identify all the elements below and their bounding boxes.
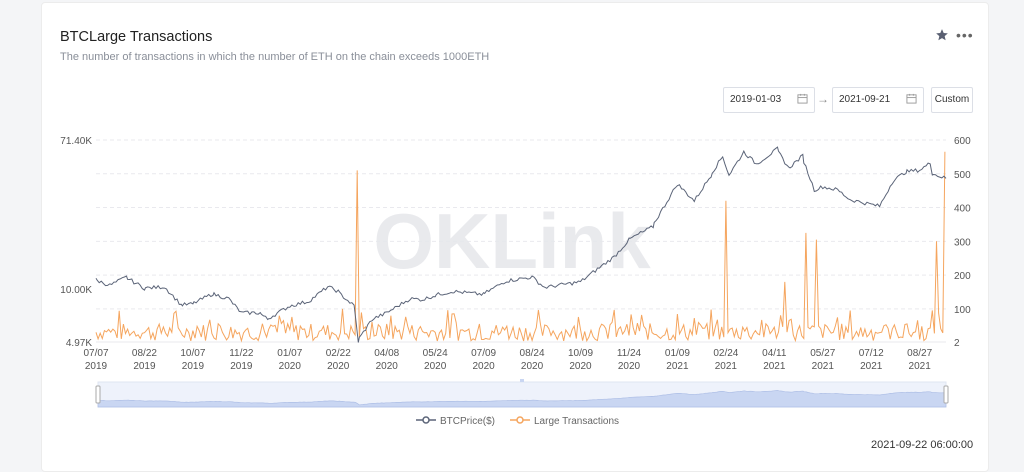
x-tick-label: 08/24 bbox=[520, 348, 545, 359]
legend: BTCPrice($) Large Transactions bbox=[416, 416, 619, 427]
legend-label: Large Transactions bbox=[534, 416, 619, 427]
x-tick-year: 2021 bbox=[666, 361, 689, 372]
custom-button[interactable]: Custom bbox=[931, 87, 973, 113]
right-tick-label: 300 bbox=[954, 237, 971, 248]
date-range-arrow: → bbox=[817, 92, 829, 106]
x-tick-year: 2021 bbox=[812, 361, 835, 372]
series-layer bbox=[95, 146, 947, 343]
right-tick-label: 600 bbox=[954, 136, 971, 147]
x-tick-year: 2020 bbox=[472, 361, 495, 372]
x-tick-year: 2019 bbox=[230, 361, 253, 372]
calendar-icon bbox=[797, 93, 808, 104]
x-axis: 07/07 2019 08/22 2019 10/07 2019 11/22 2019 01/0… bbox=[83, 348, 932, 372]
end-date-input[interactable]: 2021-09-21 bbox=[832, 87, 924, 113]
watermark: OKLink bbox=[373, 197, 651, 285]
x-tick-label: 10/07 bbox=[180, 348, 205, 359]
x-tick-year: 2019 bbox=[133, 361, 156, 372]
x-tick-label: 04/08 bbox=[374, 348, 399, 359]
x-tick-year: 2021 bbox=[715, 361, 738, 372]
more-icon[interactable]: ••• bbox=[956, 27, 974, 43]
x-tick-label: 05/27 bbox=[810, 348, 835, 359]
legend-item[interactable]: BTCPrice($) bbox=[416, 416, 495, 427]
x-tick-year: 2021 bbox=[860, 361, 883, 372]
update-timestamp: 2021-09-22 06:00:00 bbox=[871, 439, 974, 451]
x-tick-year: 2019 bbox=[182, 361, 205, 372]
navigator-series bbox=[97, 390, 947, 408]
navigator-handle-left[interactable] bbox=[95, 385, 101, 404]
right-tick-label: 2 bbox=[954, 338, 960, 349]
chart-svg: OKLink 71.40K 10.00K 4.97K 600 500 400 300 200… bbox=[60, 136, 971, 427]
x-tick-label: 10/09 bbox=[568, 348, 593, 359]
legend-label: BTCPrice($) bbox=[440, 416, 495, 427]
legend-item[interactable]: Large Transactions bbox=[510, 416, 619, 427]
end-date-value: 2021-09-21 bbox=[839, 94, 891, 105]
star-icon[interactable] bbox=[935, 28, 949, 42]
chart-subtitle: The number of transactions in which the … bbox=[60, 51, 490, 63]
chart-title: BTCLarge Transactions bbox=[60, 29, 213, 45]
left-tick-label: 10.00K bbox=[60, 285, 92, 296]
start-date-input[interactable]: 2019-01-03 bbox=[723, 87, 815, 113]
calendar-icon bbox=[906, 93, 917, 104]
x-tick-label: 02/24 bbox=[713, 348, 738, 359]
x-tick-label: 01/07 bbox=[277, 348, 302, 359]
x-tick-year: 2020 bbox=[569, 361, 592, 372]
range-navigator[interactable] bbox=[95, 379, 949, 408]
x-tick-label: 11/22 bbox=[229, 348, 254, 359]
left-axis: 71.40K 10.00K 4.97K bbox=[60, 136, 92, 349]
left-tick-label: 4.97K bbox=[66, 338, 92, 349]
right-axis: 600 500 400 300 200 100 2 bbox=[954, 136, 971, 349]
right-tick-label: 200 bbox=[954, 271, 971, 282]
legend-swatch-dot bbox=[422, 416, 430, 424]
navigator-handle-right[interactable] bbox=[943, 385, 949, 404]
x-tick-label: 07/12 bbox=[859, 348, 884, 359]
btc-price-line bbox=[95, 146, 947, 343]
x-tick-year: 2019 bbox=[85, 361, 108, 372]
right-tick-label: 400 bbox=[954, 204, 971, 215]
x-tick-label: 02/22 bbox=[326, 348, 351, 359]
right-tick-label: 100 bbox=[954, 305, 971, 316]
start-date-value: 2019-01-03 bbox=[730, 94, 782, 105]
x-tick-year: 2020 bbox=[376, 361, 399, 372]
x-tick-year: 2020 bbox=[521, 361, 544, 372]
x-tick-year: 2021 bbox=[909, 361, 932, 372]
navigator-top-grip bbox=[520, 379, 524, 382]
right-tick-label: 500 bbox=[954, 170, 971, 181]
large-transactions-line bbox=[95, 151, 946, 343]
x-tick-label: 04/11 bbox=[762, 348, 787, 359]
x-tick-label: 01/09 bbox=[665, 348, 690, 359]
legend-swatch-dot bbox=[516, 416, 524, 424]
x-tick-label: 05/24 bbox=[423, 348, 448, 359]
x-tick-year: 2020 bbox=[618, 361, 641, 372]
left-tick-label: 71.40K bbox=[60, 136, 92, 147]
x-tick-label: 07/07 bbox=[83, 348, 108, 359]
x-tick-label: 08/22 bbox=[132, 348, 157, 359]
x-tick-year: 2020 bbox=[279, 361, 302, 372]
x-tick-year: 2020 bbox=[424, 361, 447, 372]
x-tick-year: 2021 bbox=[763, 361, 786, 372]
x-tick-year: 2020 bbox=[327, 361, 350, 372]
x-tick-label: 08/27 bbox=[907, 348, 932, 359]
x-tick-label: 11/24 bbox=[617, 348, 642, 359]
x-tick-label: 07/09 bbox=[471, 348, 496, 359]
